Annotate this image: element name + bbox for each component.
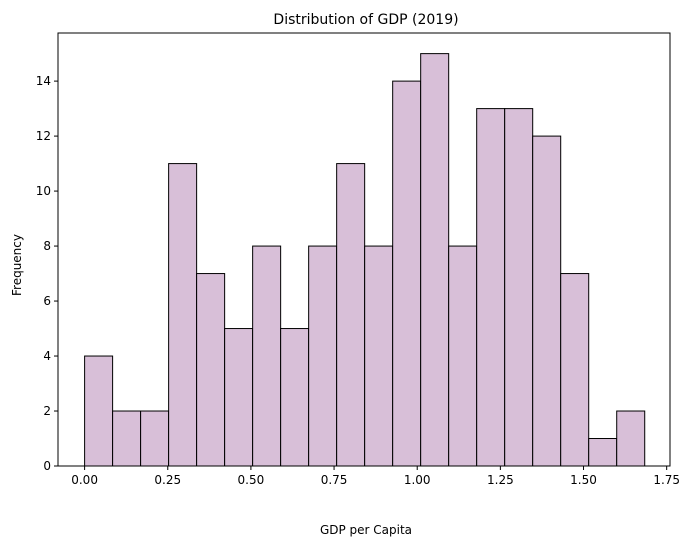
histogram-bar bbox=[364, 245, 394, 467]
histogram-bar bbox=[420, 53, 450, 467]
y-tick-label: 2 bbox=[43, 404, 51, 418]
x-tick-label: 0.75 bbox=[321, 473, 348, 487]
histogram-bar bbox=[224, 328, 254, 467]
histogram-bar bbox=[168, 163, 198, 467]
x-tick-label: 1.75 bbox=[653, 473, 680, 487]
y-tick-label: 6 bbox=[43, 294, 51, 308]
y-axis-ticks: 0 2 4 6 8 10 12 14 bbox=[36, 74, 58, 473]
y-axis-label: Frequency bbox=[10, 234, 24, 296]
histogram-bar bbox=[140, 410, 170, 467]
histogram-bar bbox=[280, 328, 310, 467]
x-axis-label: GDP per Capita bbox=[320, 523, 412, 537]
x-tick-label: 1.25 bbox=[487, 473, 514, 487]
chart-title: Distribution of GDP (2019) bbox=[273, 12, 458, 28]
histogram-bar bbox=[112, 410, 142, 467]
axes-frame bbox=[57, 32, 671, 467]
y-tick-label: 14 bbox=[36, 74, 51, 88]
histogram-bar bbox=[504, 108, 534, 467]
histogram-bar bbox=[196, 273, 226, 467]
x-tick-label: 0.25 bbox=[154, 473, 181, 487]
bars-group bbox=[84, 53, 646, 467]
histogram-bar bbox=[588, 438, 618, 467]
histogram-bar bbox=[308, 245, 338, 467]
y-tick-label: 8 bbox=[43, 239, 51, 253]
histogram-bar bbox=[392, 80, 422, 467]
histogram-bar bbox=[448, 245, 478, 467]
histogram-bar bbox=[252, 245, 282, 467]
x-tick-label: 0.00 bbox=[71, 473, 98, 487]
y-tick-label: 4 bbox=[43, 349, 51, 363]
histogram-bar bbox=[476, 108, 506, 467]
histogram-bar bbox=[532, 135, 562, 467]
y-tick-label: 12 bbox=[36, 129, 51, 143]
x-tick-label: 1.50 bbox=[570, 473, 597, 487]
histogram-bar bbox=[336, 163, 366, 467]
y-tick-label: 0 bbox=[43, 459, 51, 473]
x-axis-ticks: 0.00 0.25 0.50 0.75 1.00 1.25 1.50 1.75 bbox=[71, 466, 680, 487]
x-tick-label: 0.50 bbox=[238, 473, 265, 487]
histogram-bar bbox=[616, 410, 646, 467]
histogram-bar bbox=[560, 273, 590, 467]
y-tick-label: 10 bbox=[36, 184, 51, 198]
histogram-bar bbox=[84, 355, 114, 467]
x-tick-label: 1.00 bbox=[404, 473, 431, 487]
